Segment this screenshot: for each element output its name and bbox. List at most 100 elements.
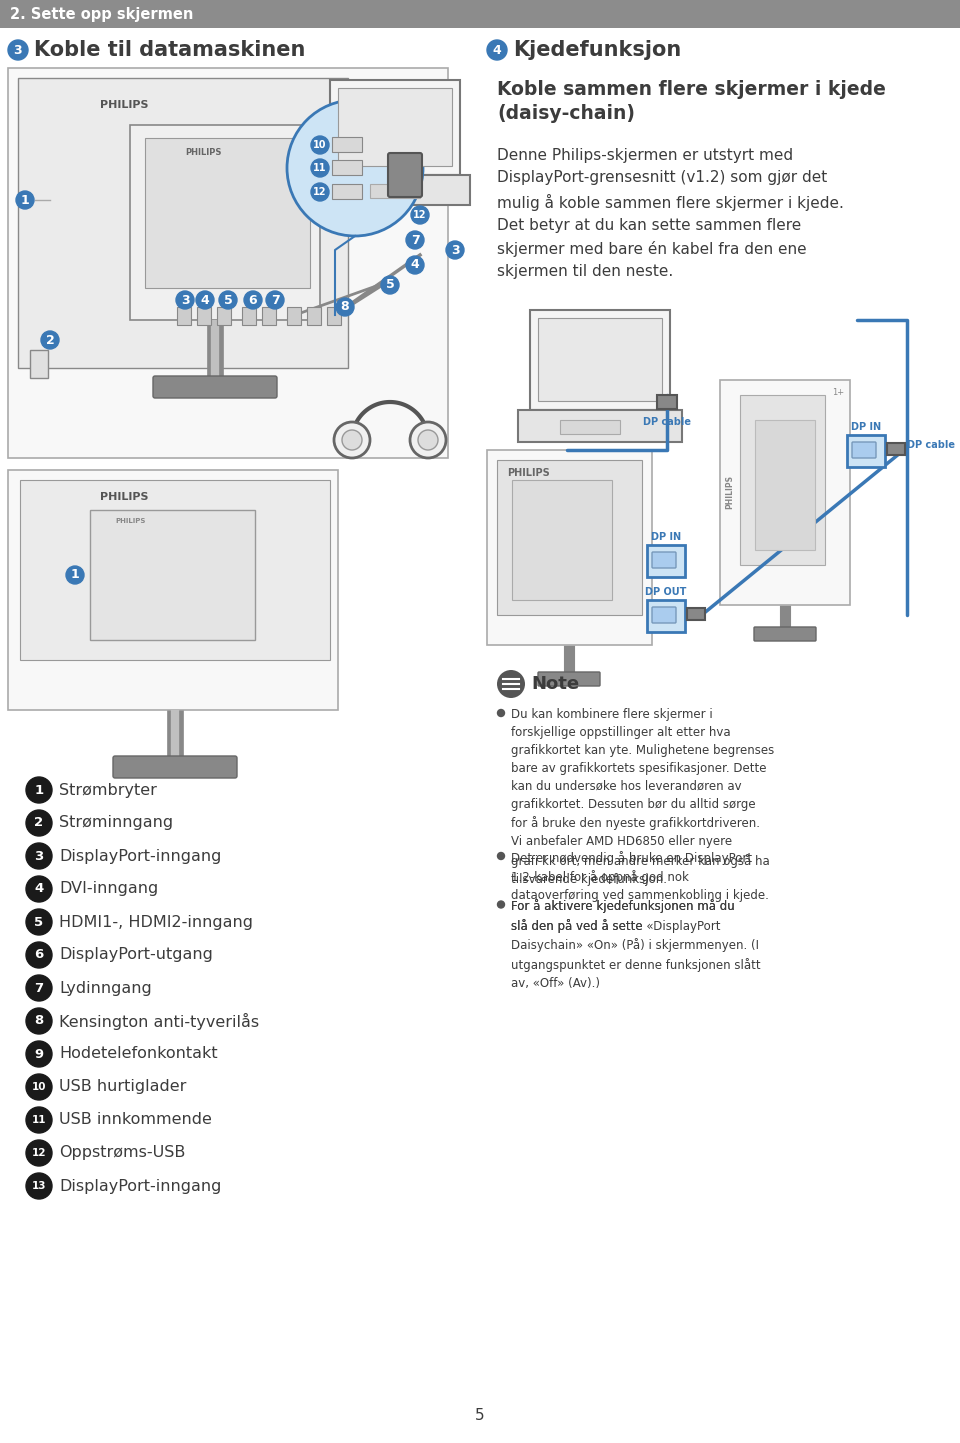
Text: For å aktivere kjedefunksjonen må du
slå den på ved å sette: For å aktivere kjedefunksjonen må du slå… [511, 899, 734, 934]
Circle shape [8, 40, 28, 61]
FancyBboxPatch shape [652, 553, 676, 569]
Circle shape [418, 430, 438, 450]
FancyBboxPatch shape [20, 481, 330, 659]
Text: 12: 12 [413, 211, 427, 219]
Text: PHILIPS: PHILIPS [100, 100, 149, 110]
Text: DisplayPort-inngang: DisplayPort-inngang [59, 848, 222, 863]
Text: 4: 4 [492, 43, 501, 56]
Circle shape [497, 900, 505, 908]
Circle shape [487, 40, 507, 61]
Text: 1: 1 [20, 193, 30, 206]
Text: 12: 12 [32, 1149, 46, 1157]
Circle shape [66, 566, 84, 584]
Text: DP IN: DP IN [851, 421, 881, 431]
Text: 7: 7 [411, 234, 420, 247]
FancyBboxPatch shape [847, 434, 885, 468]
Text: Det er nødvendig å bruke en DisplayPort
1.2-kabel for å oppnå god nok
dataoverfø: Det er nødvendig å bruke en DisplayPort … [511, 851, 769, 902]
Text: Oppstrøms-USB: Oppstrøms-USB [59, 1146, 185, 1160]
Circle shape [26, 1107, 52, 1133]
Text: 3: 3 [450, 244, 459, 257]
Text: 7: 7 [35, 981, 43, 994]
Circle shape [497, 853, 505, 860]
FancyBboxPatch shape [852, 442, 876, 457]
Text: 13: 13 [32, 1180, 46, 1190]
Circle shape [497, 710, 505, 717]
Text: 8: 8 [341, 300, 349, 313]
Text: PHILIPS: PHILIPS [115, 518, 145, 524]
Text: 1: 1 [35, 784, 43, 797]
Circle shape [244, 291, 262, 309]
FancyBboxPatch shape [242, 307, 256, 325]
FancyBboxPatch shape [332, 160, 362, 175]
Text: 1+: 1+ [832, 388, 844, 397]
Text: PHILIPS: PHILIPS [100, 492, 149, 502]
FancyBboxPatch shape [754, 628, 816, 641]
Circle shape [311, 136, 329, 154]
FancyBboxPatch shape [755, 420, 815, 550]
FancyBboxPatch shape [327, 307, 341, 325]
Text: 8: 8 [35, 1014, 43, 1027]
FancyBboxPatch shape [18, 78, 348, 368]
FancyBboxPatch shape [332, 185, 362, 199]
Circle shape [411, 206, 429, 224]
Circle shape [311, 183, 329, 201]
Circle shape [26, 1074, 52, 1100]
Text: Kensington anti-tyverilås: Kensington anti-tyverilås [59, 1013, 259, 1029]
FancyBboxPatch shape [647, 545, 685, 577]
Circle shape [26, 876, 52, 902]
Circle shape [342, 430, 362, 450]
Circle shape [26, 1140, 52, 1166]
Text: PHILIPS: PHILIPS [725, 475, 734, 509]
Text: 5: 5 [475, 1407, 485, 1423]
Text: 11: 11 [32, 1115, 46, 1126]
Circle shape [266, 291, 284, 309]
Text: 3: 3 [180, 293, 189, 306]
FancyBboxPatch shape [90, 509, 255, 641]
Text: 5: 5 [386, 278, 395, 291]
FancyBboxPatch shape [177, 307, 191, 325]
FancyBboxPatch shape [307, 307, 321, 325]
Text: 7: 7 [271, 293, 279, 306]
FancyBboxPatch shape [487, 450, 652, 645]
Text: For å aktivere kjedefunksjonen må du
slå den på ved å sette «DisplayPort
Daisych: For å aktivere kjedefunksjonen må du slå… [511, 899, 760, 990]
FancyBboxPatch shape [217, 307, 231, 325]
Circle shape [26, 1040, 52, 1066]
Circle shape [406, 255, 424, 274]
Circle shape [41, 330, 59, 349]
Text: Koble sammen flere skjermer i kjede
(daisy-chain): Koble sammen flere skjermer i kjede (dai… [497, 79, 886, 123]
Text: HDMI1-, HDMI2-inngang: HDMI1-, HDMI2-inngang [59, 915, 253, 929]
FancyBboxPatch shape [0, 0, 960, 27]
Text: USB hurtiglader: USB hurtiglader [59, 1079, 186, 1094]
Text: 12: 12 [313, 188, 326, 198]
Text: PHILIPS: PHILIPS [185, 149, 222, 157]
Circle shape [26, 909, 52, 935]
Text: DisplayPort-utgang: DisplayPort-utgang [59, 948, 213, 962]
Text: Du kan kombinere flere skjermer i
forskjellige oppstillinger alt etter hva
grafi: Du kan kombinere flere skjermer i forskj… [511, 709, 775, 886]
Circle shape [26, 843, 52, 869]
Text: 10: 10 [32, 1082, 46, 1092]
Text: Strømbryter: Strømbryter [59, 782, 156, 798]
FancyBboxPatch shape [130, 126, 320, 320]
Text: 11: 11 [313, 163, 326, 173]
Circle shape [497, 670, 525, 698]
Text: Hodetelefonkontakt: Hodetelefonkontakt [59, 1046, 218, 1062]
FancyBboxPatch shape [518, 410, 682, 442]
Text: 1: 1 [71, 569, 80, 582]
FancyBboxPatch shape [388, 153, 422, 198]
Text: Kjedefunksjon: Kjedefunksjon [513, 40, 682, 61]
Circle shape [26, 975, 52, 1001]
Circle shape [381, 276, 399, 294]
Circle shape [26, 1009, 52, 1035]
FancyBboxPatch shape [153, 377, 277, 398]
Text: Note: Note [531, 675, 579, 693]
Circle shape [334, 421, 370, 457]
Circle shape [26, 942, 52, 968]
Circle shape [446, 241, 464, 258]
Text: Koble til datamaskinen: Koble til datamaskinen [34, 40, 305, 61]
Text: USB innkommende: USB innkommende [59, 1113, 212, 1127]
FancyBboxPatch shape [370, 185, 420, 198]
Text: DisplayPort-inngang: DisplayPort-inngang [59, 1179, 222, 1193]
FancyBboxPatch shape [145, 139, 310, 289]
FancyBboxPatch shape [262, 307, 276, 325]
Text: 2. Sette opp skjermen: 2. Sette opp skjermen [10, 7, 193, 22]
